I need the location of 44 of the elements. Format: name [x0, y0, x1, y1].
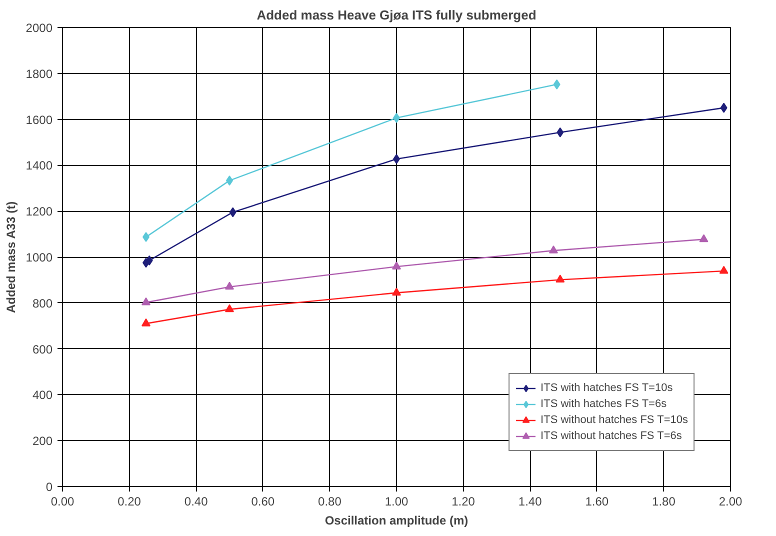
legend-label: ITS with hatches FS T=6s — [540, 397, 667, 412]
legend-label: ITS without hatches FS T=6s — [540, 429, 682, 444]
y-tick-label: 1200 — [26, 204, 53, 219]
y-tick-label: 1800 — [26, 66, 53, 81]
point — [225, 282, 234, 290]
y-tick-label: 800 — [32, 296, 53, 310]
x-tick-label: 0.20 — [118, 494, 142, 508]
point — [229, 207, 236, 218]
y-tick-label: 1600 — [26, 112, 53, 127]
point — [142, 297, 150, 306]
point — [225, 304, 234, 312]
x-tick-label: 1.80 — [652, 494, 676, 508]
point — [392, 262, 401, 270]
point — [548, 245, 558, 254]
point — [142, 318, 150, 326]
y-tick-label: 600 — [32, 342, 53, 356]
x-tick-label: 0.40 — [184, 494, 208, 508]
legend-label: ITS with hatches FS T=10s — [540, 381, 673, 396]
point — [392, 288, 401, 296]
x-axis-title: Oscillation amplitude (m) — [324, 514, 468, 528]
y-tick-label: 0 — [46, 480, 53, 494]
y-tick-label: 400 — [32, 388, 53, 402]
point — [720, 102, 728, 113]
y-tick-label: 2000 — [26, 21, 53, 35]
legend-label: ITS without hatches FS T=10s — [540, 413, 688, 428]
y-tick-label: 1000 — [26, 250, 53, 264]
point — [146, 255, 153, 266]
point — [699, 234, 708, 242]
y-tick-label: 1400 — [26, 158, 53, 173]
x-tick-label: 1.60 — [585, 494, 609, 508]
x-tick-label: 2.00 — [718, 494, 743, 508]
chart-title: Added mass Heave Gjøa ITS fully submerged — [256, 8, 536, 22]
x-tick-label: 1.00 — [384, 494, 409, 508]
x-tick-label: 0.00 — [50, 494, 75, 508]
point — [553, 79, 560, 90]
x-tick-label: 1.40 — [518, 494, 542, 508]
x-tick-label: 0.80 — [318, 494, 342, 508]
point — [556, 127, 564, 138]
point — [719, 266, 728, 274]
y-axis-title: Added mass A33 (t) — [4, 201, 18, 314]
x-tick-label: 1.20 — [452, 494, 476, 508]
point — [556, 274, 565, 283]
y-tick-label: 200 — [32, 434, 53, 448]
x-tick-label: 0.60 — [251, 494, 275, 508]
